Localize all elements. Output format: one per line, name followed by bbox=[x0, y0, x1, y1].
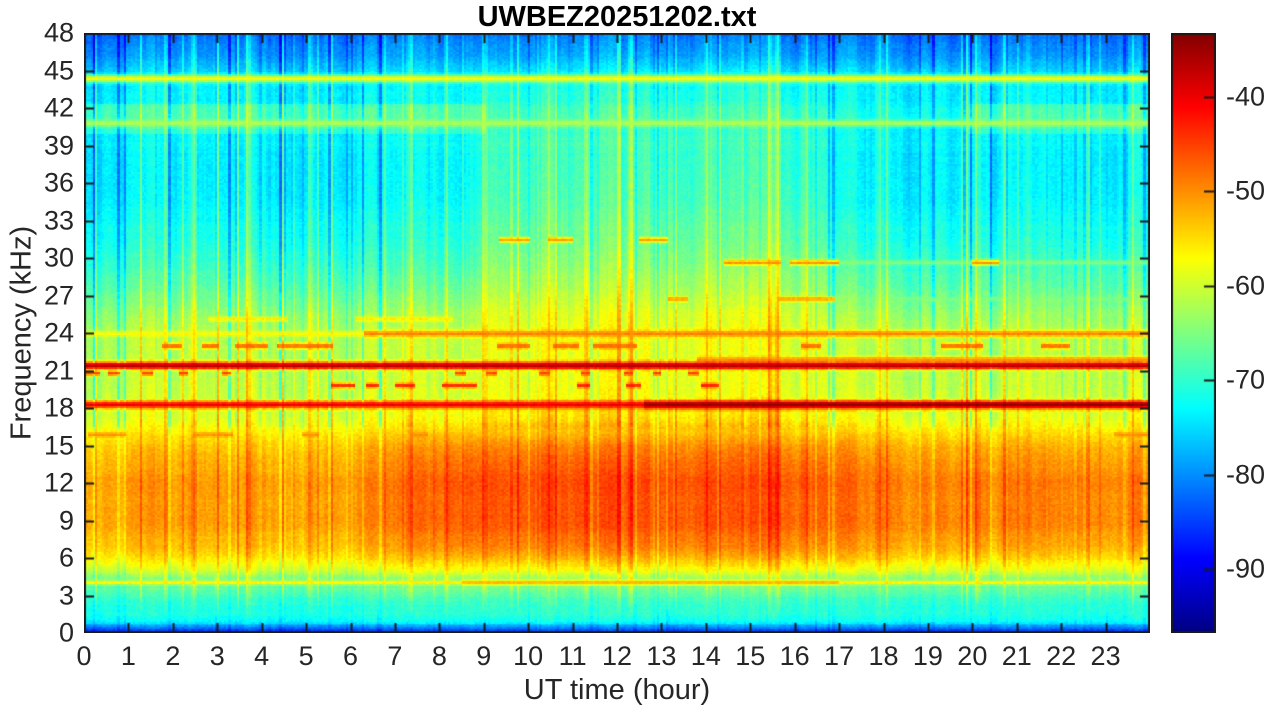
y-tick-label: 0 bbox=[58, 617, 74, 648]
x-tick-label: 18 bbox=[868, 641, 899, 671]
x-tick-label: 10 bbox=[513, 641, 544, 671]
x-tick-label: 21 bbox=[1001, 641, 1032, 671]
x-tick-label: 19 bbox=[912, 641, 943, 671]
x-tick-label: 14 bbox=[690, 641, 721, 671]
x-tick-label: 4 bbox=[254, 641, 270, 671]
x-axis-label: UT time (hour) bbox=[523, 674, 711, 706]
colorbar-tick-label: -50 bbox=[1226, 175, 1264, 206]
colorbar bbox=[1171, 33, 1216, 633]
x-tick-label: 17 bbox=[824, 641, 855, 671]
y-tick-label: 36 bbox=[43, 167, 74, 198]
y-tick-label: 39 bbox=[43, 130, 74, 160]
y-tick-label: 30 bbox=[43, 242, 74, 273]
x-tick-label: 23 bbox=[1090, 641, 1121, 671]
colorbar-tick-label: -90 bbox=[1226, 553, 1264, 584]
y-tick-label: 48 bbox=[43, 17, 74, 48]
x-tick-label: 7 bbox=[387, 641, 403, 671]
chart-title: UWBEZ20251202.txt bbox=[477, 1, 757, 33]
x-tick-label: 22 bbox=[1046, 641, 1077, 671]
x-tick-label: 6 bbox=[342, 641, 359, 671]
colorbar-tick-label: -40 bbox=[1226, 81, 1264, 112]
x-tick-label: 9 bbox=[476, 641, 492, 671]
x-tick-label: 3 bbox=[209, 641, 225, 671]
x-tick-label: 5 bbox=[298, 641, 314, 671]
y-tick-label: 9 bbox=[58, 505, 74, 535]
colorbar-tick-label: -70 bbox=[1226, 364, 1264, 395]
y-tick-label: 15 bbox=[43, 430, 74, 460]
y-tick-label: 6 bbox=[58, 542, 74, 573]
y-tick-label: 45 bbox=[43, 55, 74, 85]
colorbar-tick-label: -60 bbox=[1226, 270, 1264, 301]
x-tick-label: 13 bbox=[646, 641, 677, 671]
x-tick-label: 1 bbox=[120, 641, 136, 671]
y-tick-label: 42 bbox=[43, 92, 74, 123]
y-tick-label: 3 bbox=[58, 580, 74, 610]
x-tick-label: 16 bbox=[779, 641, 810, 671]
y-tick-label: 21 bbox=[43, 355, 74, 385]
x-tick-label: 8 bbox=[431, 641, 447, 671]
y-tick-label: 27 bbox=[43, 280, 74, 310]
y-tick-label: 18 bbox=[43, 392, 74, 423]
y-tick-label: 33 bbox=[43, 205, 74, 235]
y-tick-label: 24 bbox=[43, 317, 74, 348]
x-tick-label: 12 bbox=[601, 641, 633, 671]
x-tick-label: 0 bbox=[76, 641, 92, 671]
spectrogram-heatmap bbox=[84, 33, 1150, 633]
x-tick-label: 20 bbox=[957, 641, 988, 671]
x-tick-label: 2 bbox=[165, 641, 181, 671]
x-tick-label: 11 bbox=[558, 641, 587, 671]
colorbar-tick-label: -80 bbox=[1226, 459, 1264, 489]
x-tick-label: 15 bbox=[735, 641, 766, 671]
y-tick-label: 12 bbox=[43, 467, 74, 498]
